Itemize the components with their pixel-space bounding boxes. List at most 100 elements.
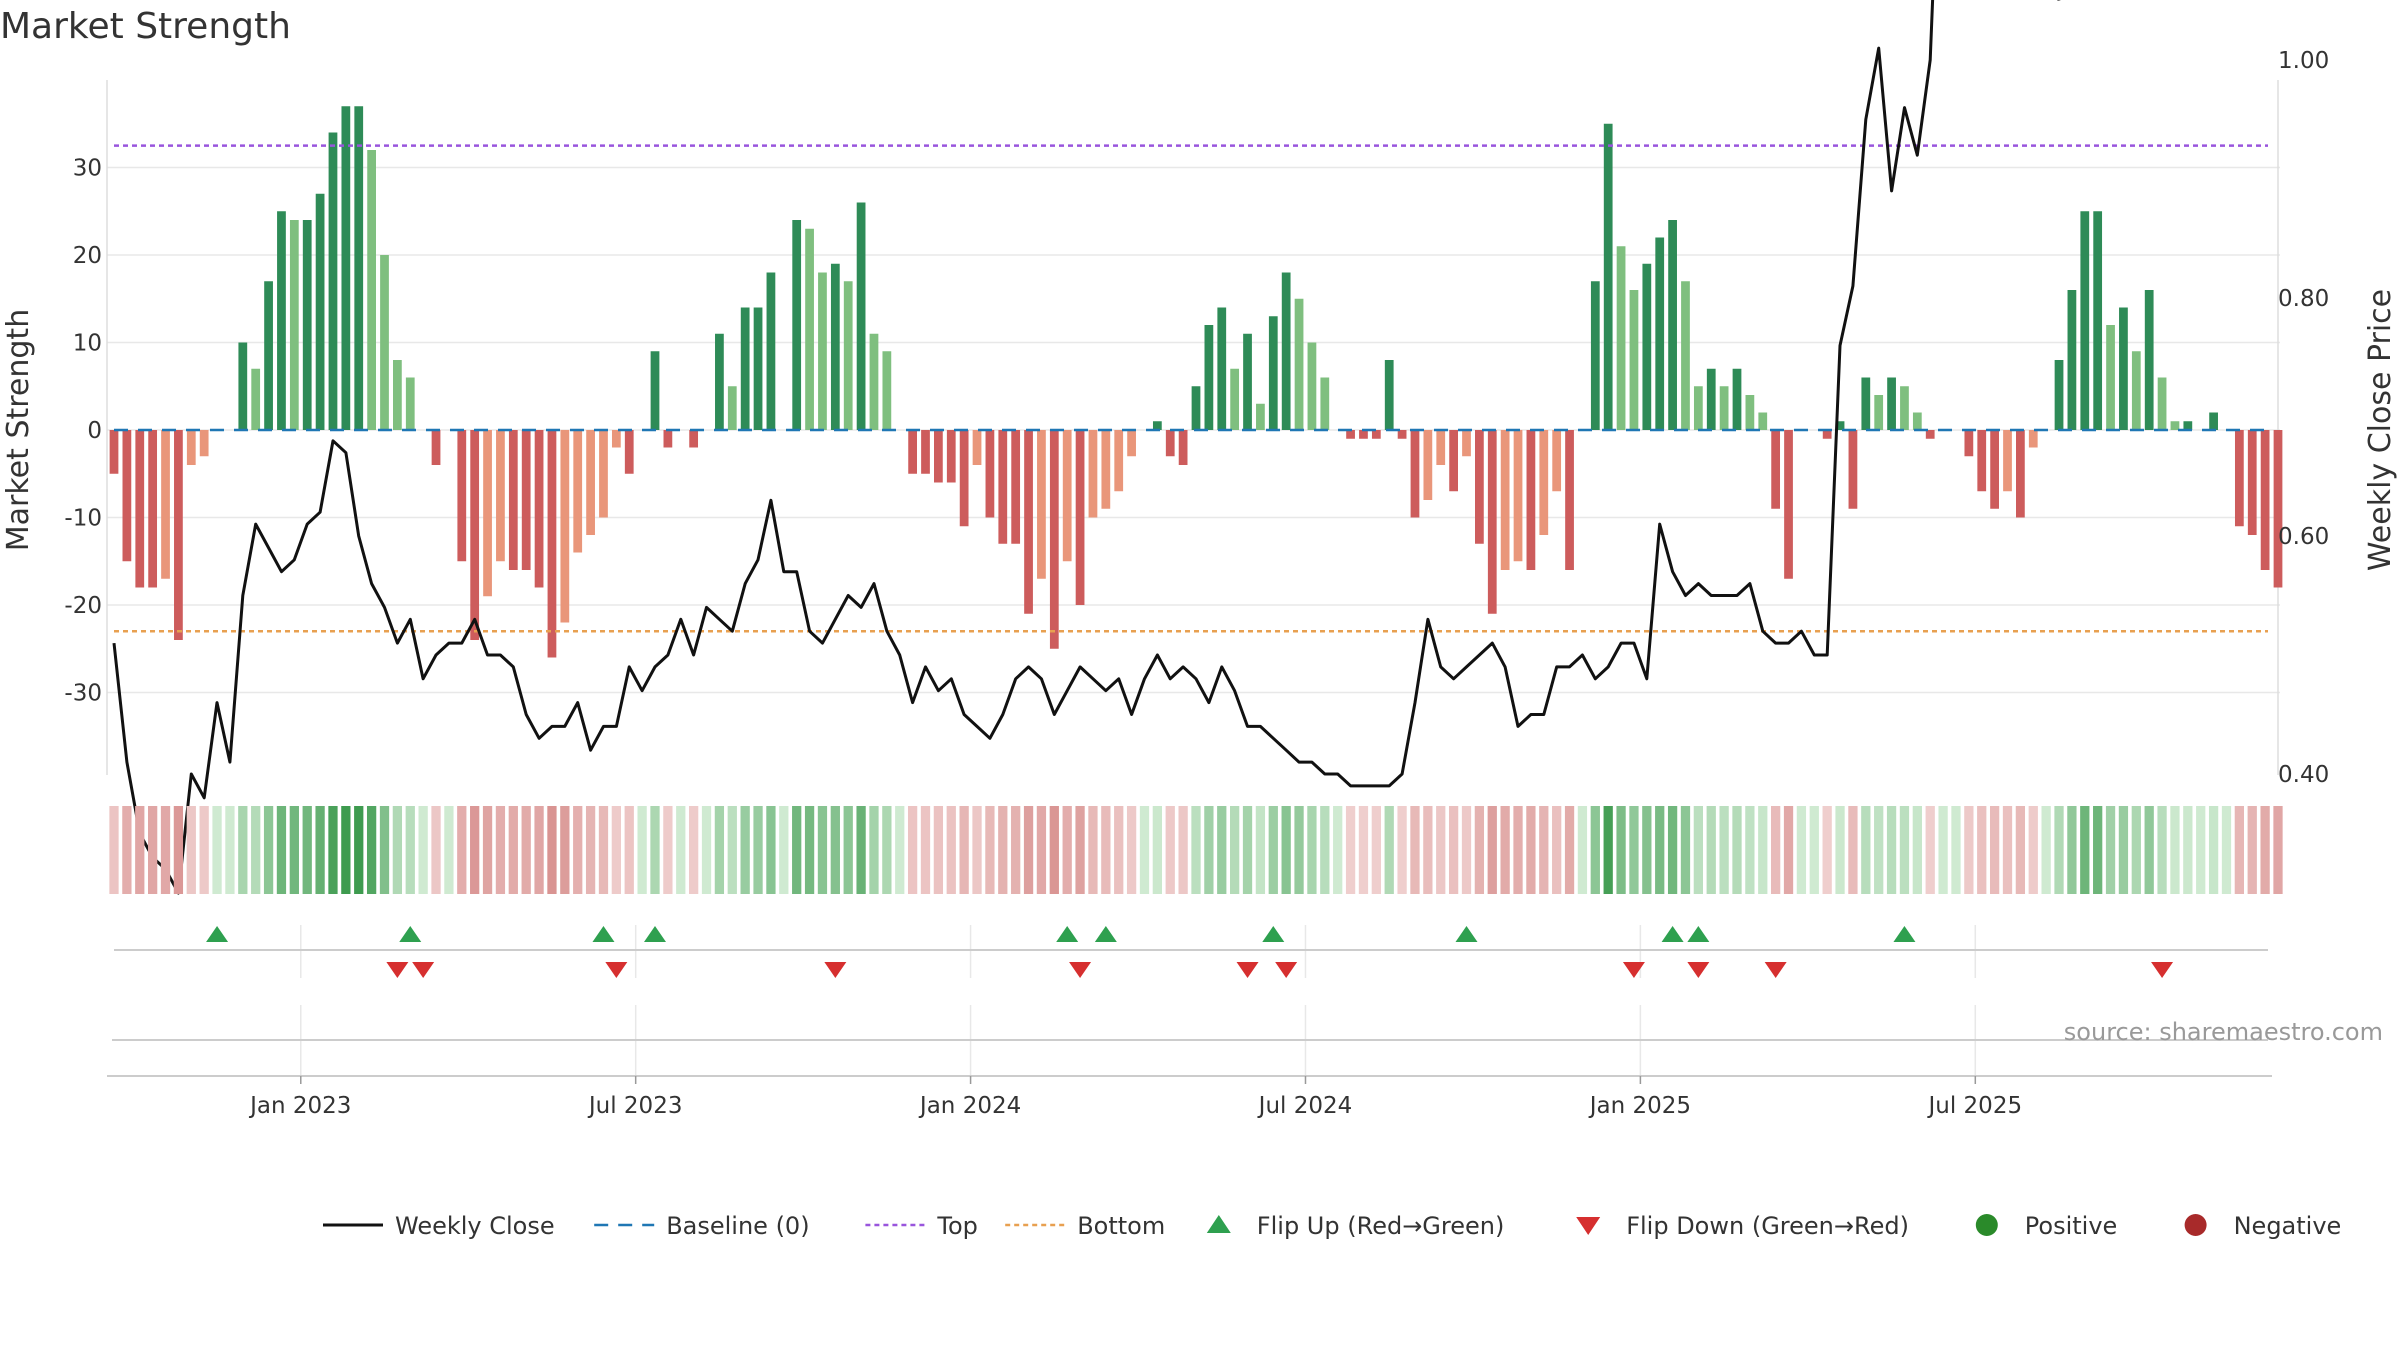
chart-title: Market Strength: [0, 6, 291, 47]
strength-bar: [1449, 430, 1458, 492]
strength-bar: [1152, 421, 1162, 430]
heat-cell: [1796, 806, 1807, 894]
heat-cell: [238, 806, 248, 894]
heat-cell: [1474, 806, 1485, 894]
strength-bar: [354, 106, 364, 430]
heat-cell: [701, 806, 712, 894]
heat-cell: [1384, 806, 1394, 894]
heat-cell: [1861, 806, 1871, 894]
strength-bar: [2157, 377, 2167, 430]
heat-cell: [1732, 806, 1742, 894]
strength-bar: [856, 202, 866, 430]
strength-bar: [1037, 430, 1046, 579]
legend-label: Flip Up (Red→Green): [1257, 1212, 1505, 1240]
heat-cell: [1397, 806, 1407, 894]
heat-cell: [882, 806, 892, 894]
heat-cell: [263, 806, 274, 894]
heat-cell: [1577, 806, 1588, 894]
legend-label: Flip Down (Green→Red): [1626, 1212, 1909, 1240]
strength-bar: [2131, 351, 2141, 430]
strength-bar: [2260, 430, 2270, 570]
strength-bar: [109, 430, 119, 474]
strength-bar: [2093, 211, 2103, 430]
flip-up-marker: [1056, 926, 1079, 942]
strength-bar: [1964, 430, 1974, 457]
heat-cell: [598, 806, 609, 894]
heat-cell: [1088, 806, 1098, 894]
strength-bar: [1462, 430, 1471, 457]
heat-cell: [1139, 806, 1150, 894]
strength-bar: [2106, 325, 2115, 430]
strength-bar: [1526, 430, 1536, 570]
heat-cell: [1101, 806, 1111, 894]
heat-cell: [1925, 806, 1935, 894]
strength-bar: [289, 220, 299, 430]
heat-cell: [1358, 806, 1369, 894]
heat-cell: [1062, 806, 1072, 894]
heat-cell: [1461, 806, 1472, 894]
strength-bar: [663, 430, 673, 448]
heat-cell: [1848, 806, 1858, 894]
heat-cell: [2041, 806, 2051, 894]
strength-bar: [1990, 430, 1999, 509]
heat-cell: [470, 806, 480, 894]
heat-cell: [418, 806, 428, 894]
strength-bar: [393, 360, 402, 430]
strength-bar: [1848, 430, 1858, 509]
strength-bar: [740, 307, 750, 430]
heat-cell: [1886, 806, 1897, 894]
strength-bar: [624, 430, 634, 474]
y-tick-label: 0: [87, 418, 102, 444]
heat-cell: [779, 806, 789, 894]
heat-cell: [2196, 806, 2206, 894]
strength-bar: [1268, 316, 1278, 430]
heat-cell: [2080, 806, 2090, 894]
y-tick-label: -20: [64, 593, 102, 619]
strength-bar: [1616, 246, 1626, 430]
strength-bar: [715, 333, 724, 430]
heat-cell: [663, 806, 673, 894]
strength-bar: [1191, 386, 1201, 430]
heat-cell: [650, 806, 660, 894]
heat-cell: [1114, 806, 1124, 894]
heat-cell: [637, 806, 647, 894]
heat-cell: [1371, 806, 1381, 894]
heat-cell: [1191, 806, 1201, 894]
heat-cell: [122, 806, 132, 894]
legend-label: Bottom: [1077, 1212, 1165, 1240]
strength-bar: [2054, 360, 2064, 430]
x-tick-label: Jan 2025: [1588, 1093, 1691, 1119]
heat-cell: [2260, 806, 2270, 894]
strength-bar: [1706, 368, 1716, 430]
heat-cell: [495, 806, 506, 894]
heat-cell: [315, 806, 325, 894]
heat-cell: [328, 806, 338, 894]
heat-cell: [2170, 806, 2180, 894]
strength-bar: [586, 430, 595, 535]
strength-bar: [1861, 377, 1871, 430]
strength-bar: [998, 430, 1008, 544]
heat-cell: [1178, 806, 1188, 894]
heat-cell: [2093, 806, 2103, 894]
heat-cell: [173, 806, 184, 894]
heat-cell: [2208, 806, 2219, 894]
strength-bar: [2170, 421, 2180, 430]
heat-cell: [2118, 806, 2129, 894]
strength-bar: [380, 255, 389, 430]
heat-cell: [2054, 806, 2064, 894]
heat-cell: [1989, 806, 2000, 894]
strength-bar: [611, 430, 621, 448]
strength-bar: [1088, 430, 1098, 518]
strength-bar: [1912, 412, 1922, 430]
strength-bar: [1024, 430, 1033, 614]
flip-up-marker: [1094, 926, 1117, 942]
heat-cell: [341, 806, 351, 894]
strength-bar: [251, 368, 261, 430]
heat-cell: [1217, 806, 1227, 894]
strength-bar: [1230, 368, 1240, 430]
y2-axis-ticks: 1.401.201.000.800.600.40: [2278, 48, 2329, 788]
strength-bar: [148, 430, 158, 588]
strength-bar: [1165, 430, 1175, 457]
strength-bar: [843, 281, 853, 430]
flip-down-marker: [1687, 962, 1710, 978]
